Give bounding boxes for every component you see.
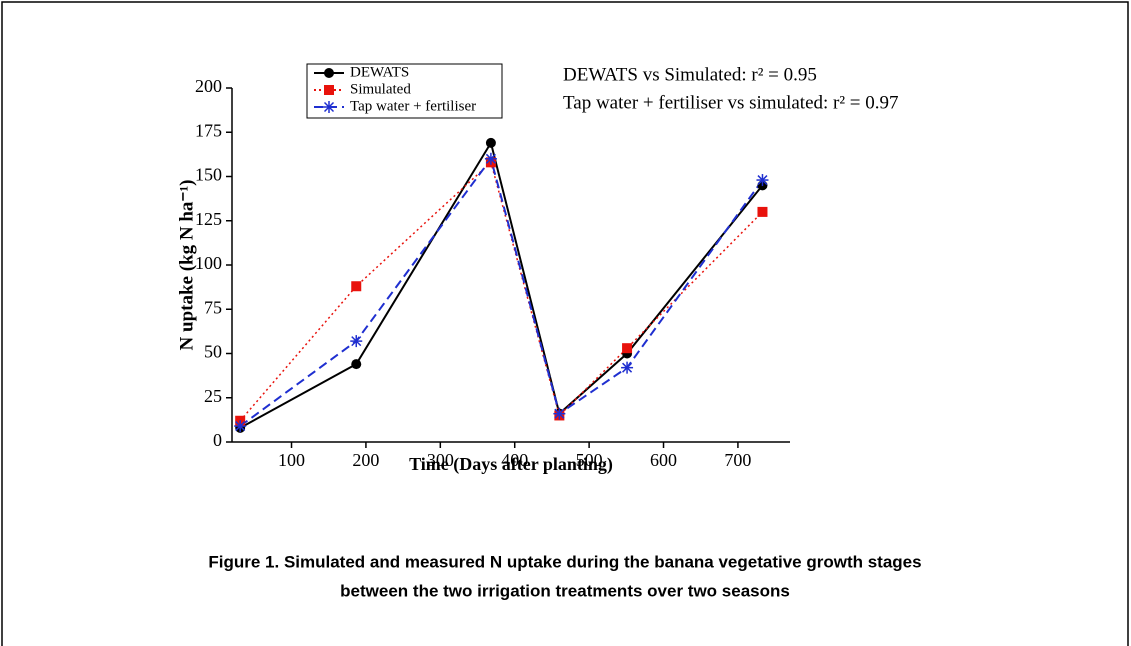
- marker: [756, 174, 769, 187]
- marker-stroke: [323, 101, 335, 113]
- marker: [757, 206, 768, 217]
- marker: [350, 335, 363, 348]
- annotation: DEWATS vs Simulated: r² = 0.95: [563, 64, 817, 85]
- marker-stroke: [235, 421, 246, 432]
- y-tick-label: 75: [204, 297, 222, 317]
- legend-label: DEWATS: [350, 64, 409, 80]
- legend-marker: [324, 68, 334, 78]
- y-tick-label: 175: [195, 120, 222, 140]
- marker: [351, 359, 362, 370]
- marker-stroke: [485, 153, 496, 164]
- y-tick-label: 50: [204, 342, 222, 362]
- x-tick-label: 600: [650, 450, 677, 470]
- x-tick-label: 300: [427, 450, 454, 470]
- marker: [622, 343, 633, 354]
- legend-marker: [324, 85, 334, 95]
- marker: [234, 420, 247, 433]
- y-tick-label: 125: [195, 209, 222, 229]
- y-axis-label: N uptake (kg N ha⁻¹): [176, 180, 197, 351]
- series-line: [239, 156, 764, 427]
- marker-stroke: [757, 175, 768, 186]
- marker: [553, 407, 566, 420]
- series-line: [239, 140, 764, 429]
- y-tick-label: 100: [195, 253, 222, 273]
- y-tick-label: 150: [195, 165, 222, 185]
- y-tick-label: 200: [195, 76, 222, 96]
- x-tick-label: 500: [576, 450, 603, 470]
- x-tick-label: 700: [724, 450, 751, 470]
- marker: [484, 152, 497, 165]
- marker: [485, 137, 496, 148]
- x-axis-label: Time (Days after planting): [409, 454, 613, 475]
- legend-marker: [323, 101, 335, 113]
- x-tick-label: 200: [352, 450, 379, 470]
- y-tick-label: 0: [213, 430, 222, 450]
- legend-label: Tap water + fertiliser: [350, 98, 476, 114]
- marker-stroke: [622, 362, 633, 373]
- x-tick-label: 100: [278, 450, 305, 470]
- caption: Figure 1. Simulated and measured N uptak…: [208, 552, 921, 571]
- y-tick-label: 25: [204, 386, 222, 406]
- caption: between the two irrigation treatments ov…: [340, 581, 790, 600]
- marker: [621, 361, 634, 374]
- marker: [351, 281, 362, 292]
- annotation: Tap water + fertiliser vs simulated: r² …: [563, 92, 899, 113]
- legend-label: Simulated: [350, 81, 411, 97]
- marker-stroke: [554, 408, 565, 419]
- x-tick-label: 400: [501, 450, 528, 470]
- marker-stroke: [351, 336, 362, 347]
